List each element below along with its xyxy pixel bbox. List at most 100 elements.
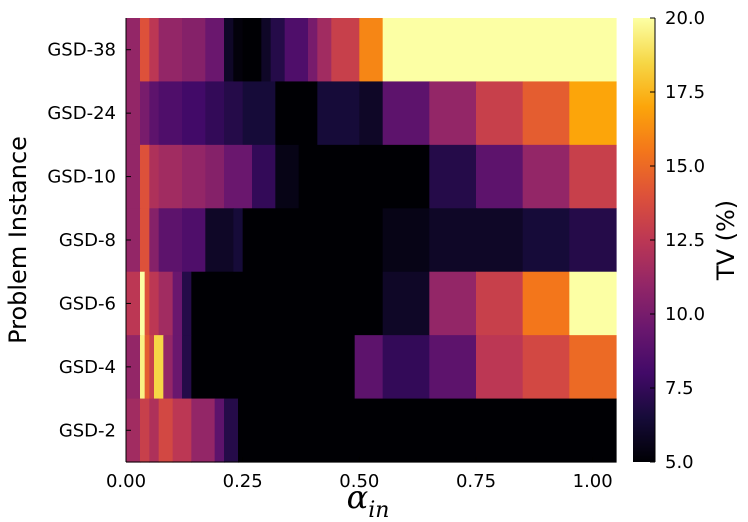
heatmap-cells	[126, 18, 617, 463]
heatmap-cell-gsd-6-2	[144, 271, 150, 336]
heatmap-cell-gsd-4-10	[382, 335, 430, 400]
heatmap-cell-gsd-4-6	[172, 335, 183, 400]
heatmap-cell-gsd-24-12	[429, 81, 477, 146]
heatmap-cell-gsd-6-4	[158, 271, 174, 336]
heatmap-cell-gsd-10-8	[275, 144, 300, 209]
heatmap-cell-gsd-10-12	[522, 144, 570, 209]
heatmap-cell-gsd-38-1	[140, 18, 150, 83]
heatmap-cell-gsd-2-6	[214, 398, 225, 463]
heatmap-cell-gsd-2-7	[224, 398, 239, 463]
x-tick-label: 0.50	[339, 471, 379, 492]
heatmap-cell-gsd-38-2	[149, 18, 160, 83]
y-tick-label: GSD-8	[59, 230, 116, 251]
heatmap-cell-gsd-38-0	[126, 18, 141, 83]
heatmap-cell-gsd-4-7	[182, 335, 192, 400]
y-axis-ticks: GSD-38 GSD-24 GSD-10 GSD-8 GSD-6 GSD-4 GSD-2	[47, 40, 131, 441]
x-tick-label: 0.00	[106, 471, 146, 492]
heatmap-cell-gsd-8-9	[429, 208, 477, 273]
x-tick-label: 1.00	[573, 471, 613, 492]
heatmap-cell-gsd-6-7	[191, 271, 384, 336]
heatmap-cell-gsd-38-9	[261, 18, 272, 83]
y-tick-label: GSD-6	[59, 293, 116, 314]
colorbar-tick-label: 20.0	[665, 8, 705, 29]
heatmap-cell-gsd-8-11	[522, 208, 570, 273]
heatmap-cell-gsd-4-12	[476, 335, 524, 400]
heatmap-cell-gsd-24-15	[569, 81, 617, 146]
y-tick-label: GSD-10	[47, 167, 116, 188]
x-axis-label-symbol: α	[347, 478, 369, 516]
heatmap-cell-gsd-10-13	[569, 144, 617, 209]
heatmap-cell-gsd-4-1	[140, 335, 146, 400]
heatmap-cell-gsd-6-12	[569, 271, 617, 336]
heatmap-cell-gsd-8-1	[140, 208, 150, 273]
heatmap-cell-gsd-8-10	[476, 208, 524, 273]
heatmap-cell-gsd-24-6	[224, 81, 244, 146]
heatmap-cell-gsd-8-12	[569, 208, 617, 273]
x-tick-label: 0.75	[456, 471, 496, 492]
heatmap-cell-gsd-2-2	[149, 398, 160, 463]
heatmap-cell-gsd-4-8	[191, 335, 356, 400]
heatmap-cell-gsd-24-2	[149, 81, 160, 146]
colorbar: 5.0 7.5 10.0 12.5 15.0 17.5 20.0	[633, 8, 705, 473]
heatmap-cell-gsd-24-14	[522, 81, 570, 146]
colorbar-tick-label: 5.0	[665, 452, 694, 473]
colorbar-tick-label: 15.0	[665, 156, 705, 177]
heatmap-cell-gsd-24-10	[359, 81, 384, 146]
heatmap-cell-gsd-8-0	[126, 208, 141, 273]
heatmap-cell-gsd-38-10	[270, 18, 286, 83]
heatmap-cell-gsd-4-14	[569, 335, 617, 400]
x-tick-label: 0.25	[223, 471, 263, 492]
heatmap-cell-gsd-38-4	[182, 18, 206, 83]
heatmap-cell-gsd-2-8	[238, 398, 617, 463]
heatmap-cell-gsd-24-5	[205, 81, 225, 146]
heatmap-cell-gsd-10-4	[182, 144, 206, 209]
heatmap-cell-gsd-24-9	[317, 81, 360, 146]
heatmap-cell-gsd-8-2	[149, 208, 160, 273]
heatmap-cell-gsd-38-7	[233, 18, 244, 83]
heatmap-cell-gsd-4-11	[429, 335, 477, 400]
heatmap-cell-gsd-24-7	[242, 81, 276, 146]
y-tick-label: GSD-4	[59, 357, 116, 378]
heatmap-cell-gsd-24-13	[476, 81, 524, 146]
heatmap-cell-gsd-2-5	[191, 398, 216, 463]
heatmap-cell-gsd-4-9	[354, 335, 384, 400]
heatmap-cell-gsd-38-15	[359, 18, 384, 83]
heatmap-cell-gsd-6-3	[149, 271, 160, 336]
heatmap-cell-gsd-10-2	[149, 144, 160, 209]
heatmap-cell-gsd-4-3	[149, 335, 155, 400]
heatmap-cell-gsd-4-2	[144, 335, 150, 400]
heatmap-cell-gsd-38-16	[382, 18, 617, 83]
heatmap-cell-gsd-10-10	[429, 144, 477, 209]
x-axis-label: αin	[347, 478, 390, 522]
heatmap-cell-gsd-10-9	[298, 144, 430, 209]
heatmap-cell-gsd-10-6	[224, 144, 253, 209]
heatmap-cell-gsd-8-6	[233, 208, 244, 273]
heatmap-cell-gsd-6-6	[182, 271, 192, 336]
heatmap-cell-gsd-6-0	[126, 271, 141, 336]
y-tick-label: GSD-2	[59, 420, 116, 441]
heatmap-cell-gsd-2-4	[172, 398, 192, 463]
heatmap-cell-gsd-8-4	[182, 208, 206, 273]
heatmap-cell-gsd-6-10	[476, 271, 524, 336]
heatmap-cell-gsd-4-0	[126, 335, 141, 400]
y-axis-label: Problem Instance	[4, 136, 32, 344]
heatmap-cell-gsd-6-5	[172, 271, 183, 336]
heatmap-cell-gsd-6-11	[522, 271, 570, 336]
heatmap-cell-gsd-24-11	[382, 81, 430, 146]
heatmap-cell-gsd-24-1	[140, 81, 150, 146]
colorbar-tick-label: 12.5	[665, 230, 705, 251]
heatmap-cell-gsd-6-1	[140, 271, 146, 336]
heatmap-cell-gsd-24-8	[275, 81, 318, 146]
heatmap-cell-gsd-38-8	[242, 18, 262, 83]
y-tick-label: GSD-38	[47, 40, 116, 61]
colorbar-tick-label: 7.5	[665, 378, 694, 399]
heatmap-cell-gsd-38-13	[317, 18, 332, 83]
colorbar-scale	[633, 18, 655, 462]
heatmap-cell-gsd-10-11	[476, 144, 524, 209]
heatmap-cell-gsd-38-3	[158, 18, 183, 83]
x-axis-label-subscript: in	[368, 498, 389, 522]
heatmap-cell-gsd-24-0	[126, 81, 141, 146]
heatmap-cell-gsd-38-14	[331, 18, 360, 83]
heatmap-cell-gsd-38-6	[224, 18, 234, 83]
